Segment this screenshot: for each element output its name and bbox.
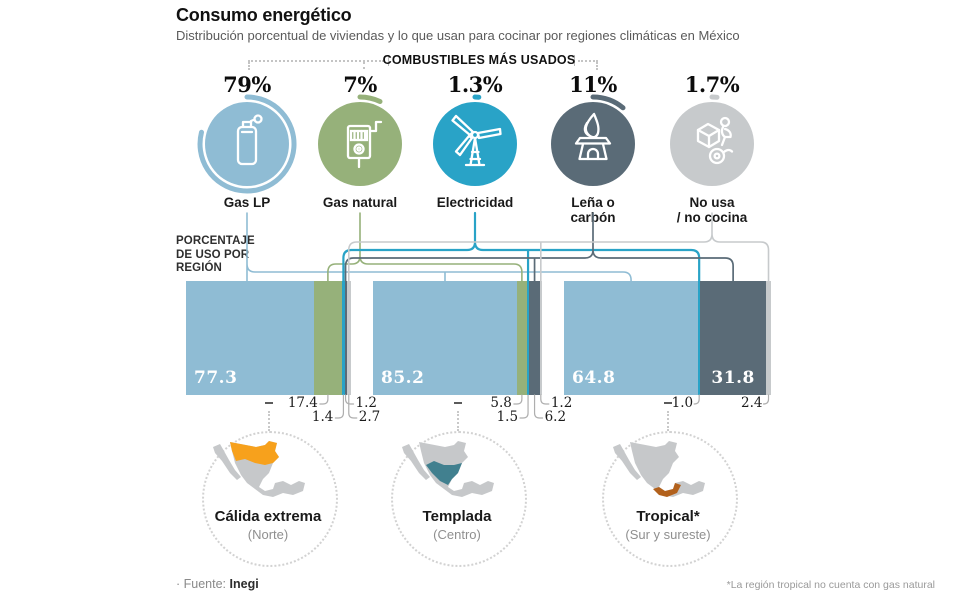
- bar-to-map-dash: [453, 402, 462, 404]
- page-title: Consumo energético: [176, 5, 352, 25]
- bar-to-map-dash: [663, 402, 672, 404]
- fuel-circle-gas-lp: [205, 102, 289, 186]
- mexico-map: [613, 441, 705, 497]
- bar-value-label: 77.3: [194, 368, 238, 388]
- dotted-line-left: [248, 60, 384, 62]
- callout-value: 6.2: [544, 409, 567, 425]
- callout-value: 1.2: [550, 395, 573, 411]
- source-name: Inegi: [229, 577, 259, 591]
- mexico-map: [402, 441, 494, 497]
- usage-axis-label: PORCENTAJE DE USO POR REGIÓN: [176, 235, 255, 274]
- fuel-percentage: 1.3%: [447, 72, 503, 97]
- connector-gas-natural: [327, 212, 523, 282]
- bar-segment-lena: [700, 281, 767, 395]
- region-bar-1: 85.2: [373, 281, 542, 395]
- bar-segment-lena: [529, 281, 540, 395]
- map-dotted-circle: [602, 431, 738, 567]
- map-region-subtitle: (Sur y sureste): [625, 527, 711, 542]
- map-dotted-circle: [391, 431, 527, 567]
- bar-value-label: 85.2: [381, 368, 425, 388]
- charcoal-stove-icon: [574, 112, 612, 161]
- source-note: · Fuente: Inegi: [176, 577, 259, 591]
- bar-segment-lena: [344, 281, 347, 395]
- connector-no-usa: [347, 212, 770, 282]
- bar-segment-electricidad: [526, 281, 530, 395]
- callout-value: 5.8: [490, 395, 512, 411]
- bar-segment-gas-lp: [186, 281, 314, 395]
- map-region-name: Cálida extrema: [214, 508, 322, 525]
- fuel-circle-electricidad: [433, 102, 517, 186]
- dotted-tick: [596, 62, 598, 70]
- connector-gas-lp: [246, 212, 632, 282]
- fuel-percentage: 79%: [223, 72, 271, 97]
- fuel-circle-lena: [551, 102, 635, 186]
- callout-value: 1.5: [496, 409, 519, 425]
- fuel-arc: [357, 94, 383, 104]
- fuel-label-electricidad: Electricidad: [436, 195, 514, 210]
- map-region-name: Tropical*: [636, 508, 700, 525]
- highlighted-region-sur: [653, 483, 681, 497]
- fuel-percentage: 1.7%: [684, 72, 740, 97]
- gas-meter-icon: [346, 120, 383, 169]
- bar-segment-no-usa: [766, 281, 771, 395]
- callout-value: 2.7: [358, 409, 381, 425]
- mexico-map: [213, 441, 305, 497]
- callout-value: 2.4: [741, 395, 763, 411]
- fuel-label-gas-lp: Gas LP: [223, 195, 271, 210]
- highlighted-region-centro: [426, 461, 462, 485]
- fuel-circle-gas-natural: [318, 102, 402, 186]
- fuel-arc: [590, 94, 626, 111]
- highlighted-region-norte: [230, 441, 279, 465]
- map-region-name: Templada: [422, 508, 492, 525]
- bar-segment-electricidad: [698, 281, 701, 395]
- dotted-tick: [248, 62, 250, 70]
- fuel-label-gas-natural: Gas natural: [322, 195, 398, 210]
- bar-value-label: 31.8: [711, 368, 755, 388]
- source-prefix: · Fuente:: [176, 577, 227, 591]
- bar-segment-gas-lp: [373, 281, 517, 395]
- fuel-circle-no-usa: [670, 102, 754, 186]
- delivery-motorcycle-icon: [696, 116, 734, 165]
- callout-value: 1.0: [671, 395, 694, 411]
- dotted-tick: [363, 62, 365, 69]
- fuels-section-header: COMBUSTIBLES MÁS USADOS: [382, 53, 576, 67]
- bar-segment-no-usa: [539, 281, 542, 395]
- footnote: *La región tropical no cuenta con gas na…: [726, 579, 935, 591]
- fuel-arc: [197, 94, 297, 194]
- connector-lena: [344, 212, 734, 282]
- fuel-arc: [709, 94, 720, 100]
- bar-segment-gas-natural: [516, 281, 527, 395]
- callout-value: 1.2: [355, 395, 378, 411]
- fuel-arc: [472, 94, 482, 100]
- callout-value: 17.4: [287, 395, 318, 411]
- fuel-percentage: 7%: [343, 72, 377, 97]
- map-region-subtitle: (Norte): [247, 527, 289, 542]
- wind-turbine-icon: [451, 114, 502, 167]
- bar-segment-gas-lp: [564, 281, 699, 395]
- fuel-percentage: 11%: [569, 72, 617, 97]
- bar-segment-no-usa: [346, 281, 351, 395]
- region-bar-0: 77.3: [186, 281, 351, 395]
- separator: [574, 55, 575, 66]
- dotted-line-right: [578, 60, 598, 62]
- bar-to-map-dotted-line: [267, 411, 270, 431]
- bar-to-map-dotted-line: [456, 411, 459, 431]
- region-bar-2: 64.8 31.8: [564, 281, 771, 395]
- callout-value: 1.4: [311, 409, 334, 425]
- bar-segment-gas-natural: [313, 281, 343, 395]
- page-subtitle: Distribución porcentual de viviendas y l…: [176, 28, 740, 43]
- bar-value-label: 64.8: [572, 368, 616, 388]
- map-region-subtitle: (Centro): [433, 527, 481, 542]
- gas-cylinder-icon: [236, 114, 263, 166]
- bar-to-map-dash: [264, 402, 273, 404]
- map-dotted-circle: [202, 431, 338, 567]
- connector-electricidad: [342, 211, 701, 283]
- bar-segment-electricidad: [342, 281, 345, 395]
- bar-to-map-dotted-line: [666, 411, 669, 431]
- separator: [388, 55, 389, 66]
